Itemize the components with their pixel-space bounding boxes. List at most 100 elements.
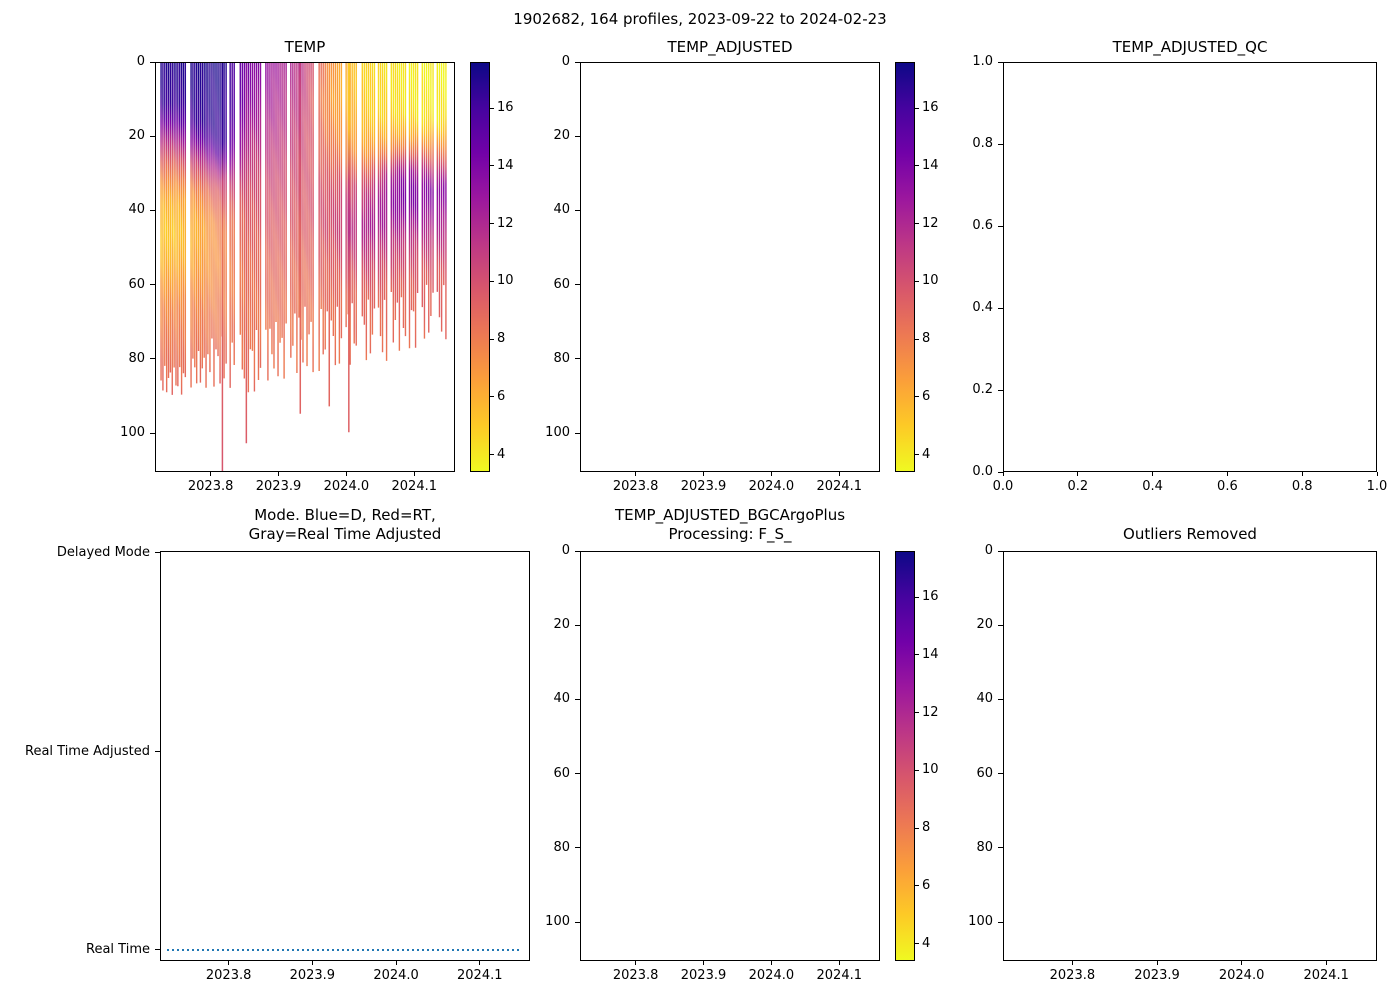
colorbar-tick-label: 10 — [922, 762, 939, 778]
bgc-axes — [580, 551, 880, 961]
x-tick-label: 2024.1 — [391, 479, 438, 494]
y-tick-label: 20 — [553, 128, 570, 144]
colorbar-tick-label: 4 — [497, 446, 506, 462]
x-tick-mark — [1002, 472, 1004, 476]
colorbar-tick-label: 4 — [922, 446, 931, 462]
x-tick-mark — [770, 961, 772, 965]
temp-title: TEMP — [284, 38, 326, 56]
y-tick-label: 0 — [136, 54, 145, 69]
y-tick-mark — [998, 225, 1003, 227]
x-tick-mark — [838, 961, 840, 965]
temp-colorbar — [470, 62, 490, 472]
x-tick-label: 2023.8 — [612, 479, 659, 494]
y-tick-label: 40 — [553, 691, 570, 707]
x-tick-mark — [838, 472, 840, 476]
outliers-axes — [1003, 551, 1377, 961]
y-tick-mark — [998, 389, 1003, 391]
x-tick-label: 0.4 — [1142, 479, 1163, 494]
colorbar-tick-label: 16 — [497, 100, 514, 116]
colorbar-tick-mark — [490, 338, 494, 340]
y-tick-label: 0.2 — [972, 382, 993, 397]
y-tick-mark — [150, 61, 155, 63]
colorbar-tick-mark — [915, 396, 919, 398]
x-tick-label: 2023.9 — [289, 968, 336, 983]
y-tick-label: 80 — [128, 350, 145, 366]
y-tick-mark — [998, 143, 1003, 145]
colorbar-tick-label: 14 — [497, 157, 514, 173]
colorbar-tick-label: 16 — [922, 100, 939, 116]
y-tick-mark — [575, 135, 580, 137]
colorbar-tick-label: 12 — [497, 215, 514, 231]
colorbar-tick-mark — [915, 943, 919, 945]
y-tick-label: 0.0 — [972, 464, 993, 479]
colorbar-tick-mark — [915, 654, 919, 656]
x-tick-label: 2024.0 — [748, 479, 795, 494]
x-tick-label: 2024.1 — [816, 968, 863, 983]
y-tick-label: 0 — [984, 543, 993, 558]
colorbar-tick-label: 6 — [922, 388, 931, 404]
temp-axes — [155, 62, 455, 472]
x-tick-mark — [1077, 472, 1079, 476]
y-tick-label: 0.6 — [972, 218, 993, 233]
colorbar-tick-label: 14 — [922, 646, 939, 662]
y-tick-mark — [150, 209, 155, 211]
y-tick-mark — [155, 552, 160, 554]
y-tick-mark — [575, 847, 580, 849]
colorbar-tick-mark — [490, 454, 494, 456]
colorbar-tick-mark — [915, 280, 919, 282]
y-tick-mark — [575, 284, 580, 286]
mode-axes — [160, 551, 530, 961]
x-tick-label: 2024.1 — [1303, 968, 1349, 983]
y-tick-mark — [575, 358, 580, 360]
colorbar-tick-label: 14 — [922, 157, 939, 173]
y-tick-mark — [998, 307, 1003, 309]
colorbar-tick-label: 12 — [922, 215, 939, 231]
y-tick-label: Delayed Mode — [56, 544, 150, 560]
x-tick-mark — [1156, 961, 1158, 965]
x-tick-label: 2023.8 — [187, 479, 234, 494]
outliers-title: Outliers Removed — [1123, 525, 1257, 543]
y-tick-label: Real Time — [86, 941, 150, 957]
y-tick-mark — [575, 432, 580, 434]
x-tick-label: 2023.8 — [612, 968, 659, 983]
mode-title-line2: Gray=Real Time Adjusted — [248, 525, 442, 543]
x-tick-mark — [703, 472, 705, 476]
y-tick-label: 60 — [553, 765, 570, 781]
y-tick-label: 20 — [553, 617, 570, 633]
y-tick-label: 0.8 — [972, 136, 993, 151]
y-tick-label: 60 — [128, 276, 145, 292]
y-tick-mark — [998, 698, 1003, 700]
y-tick-mark — [150, 432, 155, 434]
y-tick-mark — [155, 949, 160, 951]
x-tick-mark — [1071, 961, 1073, 965]
y-tick-label: 20 — [128, 128, 145, 144]
colorbar-tick-mark — [915, 223, 919, 225]
y-tick-label: 80 — [976, 839, 993, 855]
x-tick-label: 2023.9 — [255, 479, 302, 494]
colorbar-tick-mark — [490, 107, 494, 109]
y-tick-label: 60 — [976, 765, 993, 781]
x-tick-label: 2024.1 — [816, 479, 863, 494]
x-tick-mark — [479, 961, 481, 965]
x-tick-mark — [311, 961, 313, 965]
colorbar-tick-mark — [490, 223, 494, 225]
x-tick-mark — [210, 472, 212, 476]
bgc-title: TEMP_ADJUSTED_BGCArgoPlus Processing: F_… — [580, 506, 880, 544]
colorbar-tick-label: 16 — [922, 589, 939, 605]
y-tick-label: 1.0 — [972, 54, 993, 69]
colorbar-tick-mark — [915, 712, 919, 714]
bgc-title-line1: TEMP_ADJUSTED_BGCArgoPlus — [614, 506, 846, 524]
x-tick-mark — [228, 961, 230, 965]
temp-adjusted-title: TEMP_ADJUSTED — [667, 38, 793, 56]
colorbar-tick-label: 4 — [922, 935, 931, 951]
y-tick-mark — [150, 135, 155, 137]
y-tick-mark — [150, 284, 155, 286]
y-tick-mark — [575, 61, 580, 63]
y-tick-label: 0.4 — [972, 300, 993, 315]
colorbar-tick-mark — [915, 338, 919, 340]
colorbar-tick-mark — [490, 280, 494, 282]
y-tick-mark — [575, 698, 580, 700]
colorbar-tick-label: 6 — [497, 388, 506, 404]
colorbar-tick-mark — [915, 596, 919, 598]
y-tick-mark — [150, 358, 155, 360]
